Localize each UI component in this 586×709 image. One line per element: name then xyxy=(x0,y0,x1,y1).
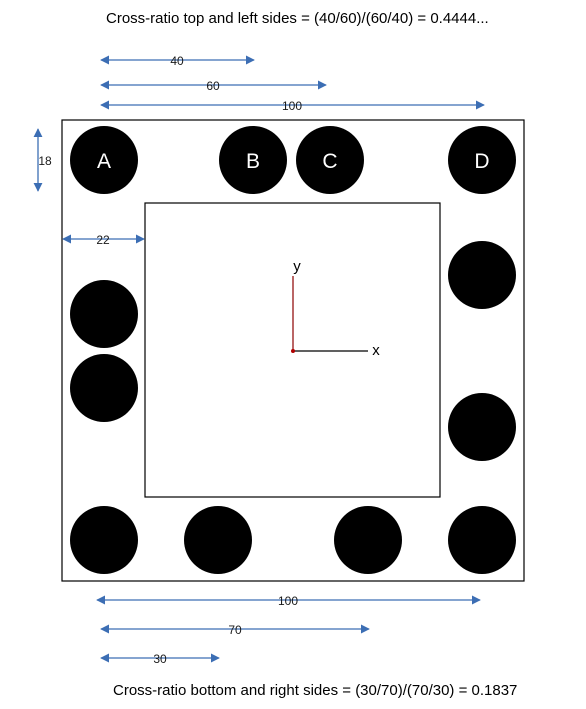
dot-left-2 xyxy=(70,354,138,422)
dot-c: C xyxy=(296,126,364,194)
dimension-label-left-18: 18 xyxy=(38,154,52,168)
dimension-label-left-22: 22 xyxy=(96,233,110,247)
dimension-label-top-40: 40 xyxy=(170,54,184,68)
dimension-label-top-60: 60 xyxy=(206,79,220,93)
dot-left-1 xyxy=(70,280,138,348)
dot-right-2 xyxy=(448,393,516,461)
dot-b: B xyxy=(219,126,287,194)
inner-frame xyxy=(144,202,441,498)
dimension-arrow-top-100: 100 xyxy=(100,99,485,113)
dimension-label-bottom-100: 100 xyxy=(278,594,298,608)
dimension-label-bottom-30: 30 xyxy=(153,652,167,666)
bottom-caption: Cross-ratio bottom and right sides = (30… xyxy=(113,682,517,699)
x-axis-label: x xyxy=(372,342,380,359)
dimension-arrow-top-60: 60 xyxy=(100,79,327,93)
dot-label-c: C xyxy=(322,150,337,173)
dot-label-a: A xyxy=(97,150,111,173)
dot-bottom-3 xyxy=(334,506,402,574)
dot-right-1 xyxy=(448,241,516,309)
dimension-arrow-bottom-100: 100 xyxy=(96,594,481,608)
dimension-arrow-bottom-70: 70 xyxy=(100,623,370,637)
dimension-arrow-left-18: 18 xyxy=(33,128,52,192)
y-axis-label: y xyxy=(293,258,301,275)
dot-label-d: D xyxy=(474,150,489,173)
dot-bottom-4 xyxy=(448,506,516,574)
dimension-label-top-100: 100 xyxy=(282,99,302,113)
origin-point xyxy=(291,349,295,353)
dot-a: A xyxy=(70,126,138,194)
coordinate-axes: y x xyxy=(291,258,380,359)
dimension-arrow-left-22: 22 xyxy=(62,233,145,247)
dot-label-b: B xyxy=(246,150,260,173)
dot-d: D xyxy=(448,126,516,194)
dot-bottom-1 xyxy=(70,506,138,574)
dimension-arrow-top-40: 40 xyxy=(100,54,255,68)
dimension-label-bottom-70: 70 xyxy=(228,623,242,637)
dot-bottom-2 xyxy=(184,506,252,574)
dimension-arrow-bottom-30: 30 xyxy=(100,652,220,666)
top-caption: Cross-ratio top and left sides = (40/60)… xyxy=(106,10,489,27)
outer-frame xyxy=(61,119,525,582)
